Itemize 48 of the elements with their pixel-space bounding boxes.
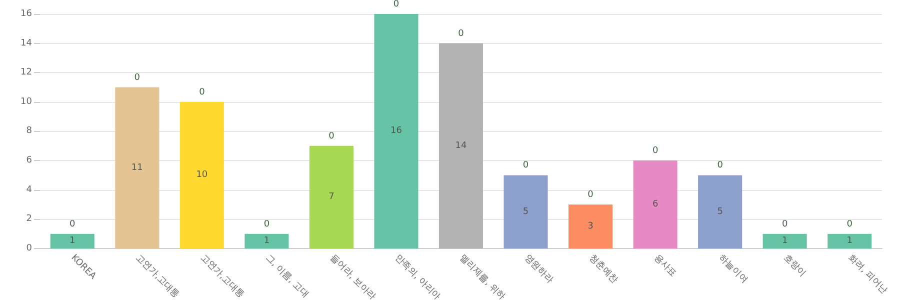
data-label: 0 xyxy=(393,0,400,10)
data-label: 1 xyxy=(846,236,852,246)
data-label: 10 xyxy=(196,170,208,180)
data-label: 14 xyxy=(455,140,467,151)
y-tick-label: 16 xyxy=(20,9,32,19)
data-label: 1 xyxy=(264,236,270,246)
data-label: 1 xyxy=(782,236,788,246)
bar xyxy=(50,234,94,248)
data-label: 6 xyxy=(652,200,658,210)
data-label: 0 xyxy=(717,160,724,171)
data-label: 5 xyxy=(522,206,529,217)
data-label: 16 xyxy=(390,126,402,136)
bar xyxy=(698,175,742,248)
data-label: 0 xyxy=(328,131,335,142)
y-tick-label: 4 xyxy=(26,184,32,195)
data-label: 0 xyxy=(458,28,464,39)
y-tick-label: 2 xyxy=(26,214,32,224)
y-tick-label: 14 xyxy=(20,38,32,48)
data-label: 0 xyxy=(652,146,658,156)
bar xyxy=(374,14,418,248)
bar xyxy=(309,146,354,248)
bar xyxy=(633,160,678,248)
data-label: 7 xyxy=(328,192,334,202)
data-label: 0 xyxy=(199,87,206,98)
bar xyxy=(244,234,289,248)
data-label: 0 xyxy=(846,219,853,230)
data-label: 5 xyxy=(717,206,723,217)
bar xyxy=(762,234,807,248)
bar xyxy=(504,175,548,248)
data-label: 0 xyxy=(134,72,140,83)
data-label: 0 xyxy=(264,219,270,230)
data-label: 1 xyxy=(70,236,76,246)
y-tick-label: 10 xyxy=(20,96,32,107)
data-label: 0 xyxy=(70,219,76,230)
data-label: 0 xyxy=(782,219,788,230)
bar xyxy=(568,204,613,248)
bar xyxy=(180,102,224,248)
data-label: 0 xyxy=(588,190,594,200)
data-label: 11 xyxy=(131,162,143,173)
bar xyxy=(438,43,484,248)
y-tick-label: 6 xyxy=(26,156,32,166)
y-tick-label: 8 xyxy=(26,126,32,136)
bar xyxy=(115,87,160,248)
bar xyxy=(828,234,872,248)
data-label: 0 xyxy=(522,160,529,171)
data-label: 3 xyxy=(588,221,594,232)
y-tick-label: 12 xyxy=(20,68,32,78)
y-tick-label: 0 xyxy=(26,243,32,254)
